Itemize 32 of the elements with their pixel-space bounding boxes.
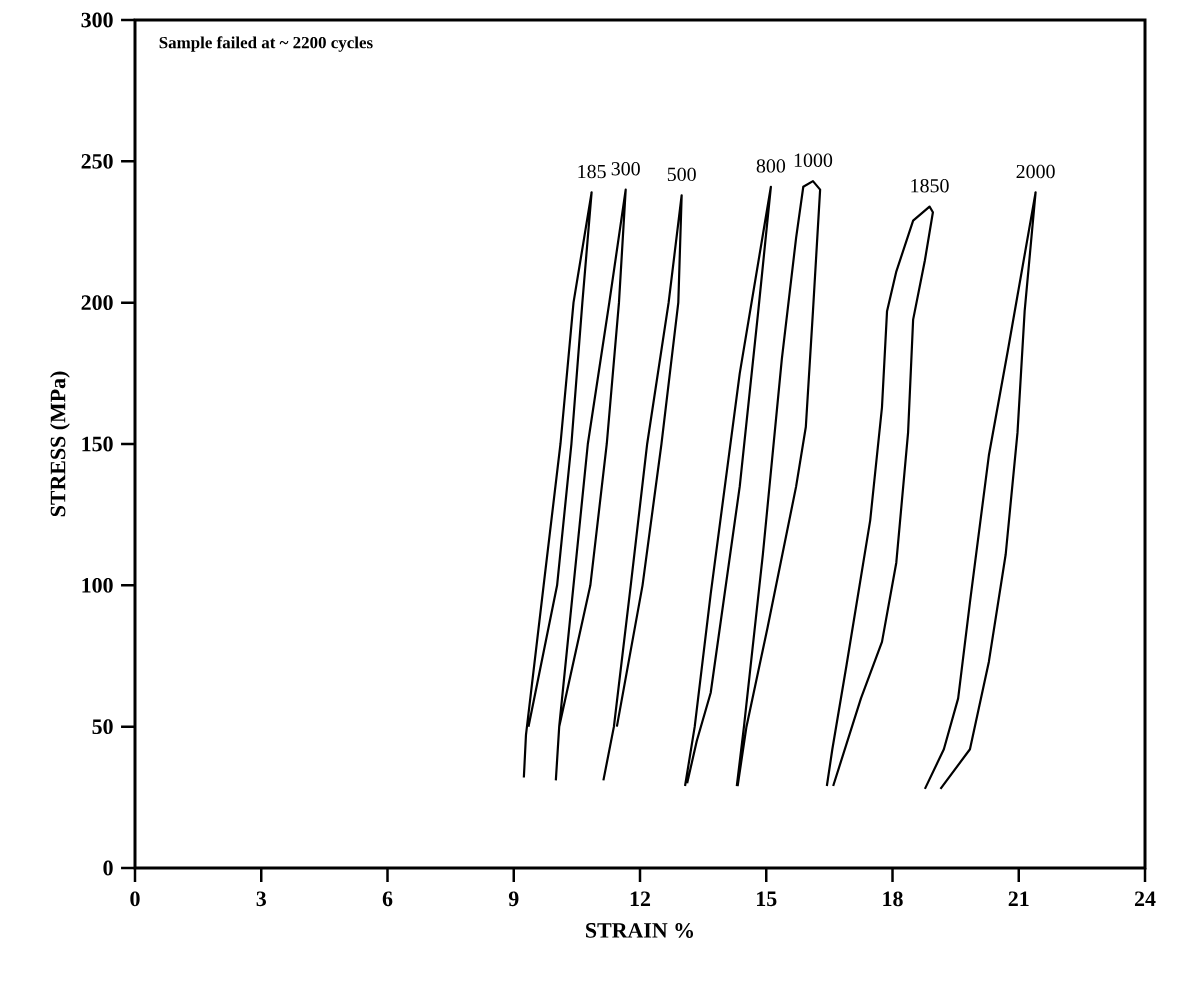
x-tick-label: 18 bbox=[883, 891, 903, 907]
y-tick-label: 200 bbox=[81, 295, 113, 311]
line-series bbox=[683, 185, 772, 788]
annotation: Sample failed at ~ 2200 cycles bbox=[159, 36, 373, 52]
y-tick-label: 300 bbox=[81, 12, 113, 28]
x-tick-label: 0 bbox=[130, 891, 140, 907]
series-label: 800 bbox=[756, 159, 786, 173]
line-series bbox=[522, 191, 593, 779]
series-label: 1850 bbox=[911, 178, 949, 193]
y-axis-title: STRESS (MPa) bbox=[49, 371, 70, 517]
series-label: 1000 bbox=[794, 153, 833, 167]
line-series bbox=[923, 191, 1037, 790]
series-label: 2000 bbox=[1016, 164, 1055, 179]
x-tick-label: 21 bbox=[1008, 891, 1029, 906]
x-tick-label: 24 bbox=[1134, 891, 1156, 906]
series-label: 185 bbox=[578, 164, 606, 179]
y-tick-label: 250 bbox=[81, 153, 113, 169]
series-label: 300 bbox=[611, 162, 640, 176]
x-tick-label: 3 bbox=[256, 891, 266, 907]
x-tick-label: 15 bbox=[757, 891, 777, 907]
x-tick-label: 6 bbox=[382, 891, 393, 907]
y-tick-label: 150 bbox=[82, 436, 113, 452]
y-tick-label: 100 bbox=[82, 577, 113, 593]
x-axis-title: STRAIN % bbox=[586, 923, 694, 938]
y-tick-label: 0 bbox=[103, 860, 113, 876]
series-label: 500 bbox=[667, 167, 696, 182]
x-tick-label: 12 bbox=[630, 891, 651, 906]
y-tick-label: 50 bbox=[92, 719, 113, 735]
line-series bbox=[825, 205, 935, 788]
line-series bbox=[735, 180, 822, 788]
line-series bbox=[602, 194, 683, 782]
x-tick-label: 9 bbox=[508, 891, 519, 907]
